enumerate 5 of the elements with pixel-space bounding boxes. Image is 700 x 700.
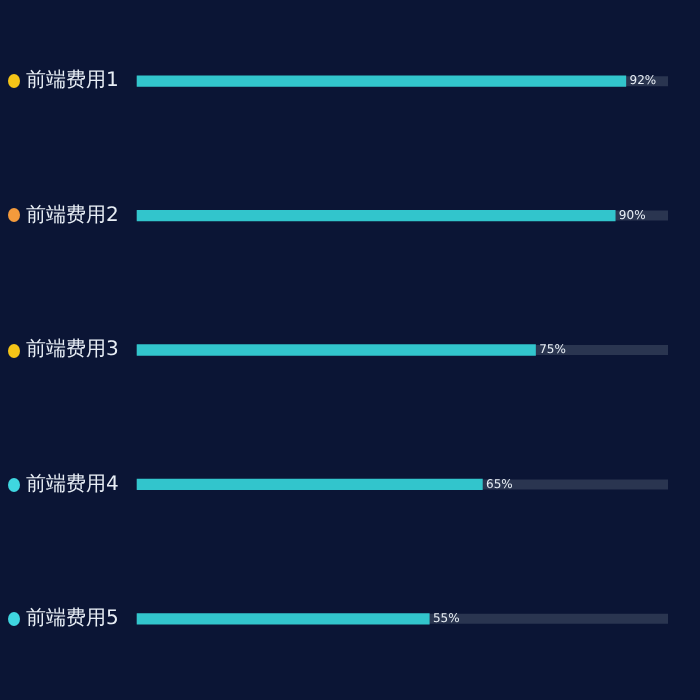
- y-tick-label: 前端费用1: [25, 68, 119, 93]
- y-tick-label: 前端费用2: [25, 202, 119, 227]
- y-tick-label: 前端费用5: [25, 605, 119, 630]
- y-tick-label: 前端费用4: [25, 471, 119, 496]
- y-tick-label: 前端费用3: [25, 337, 119, 362]
